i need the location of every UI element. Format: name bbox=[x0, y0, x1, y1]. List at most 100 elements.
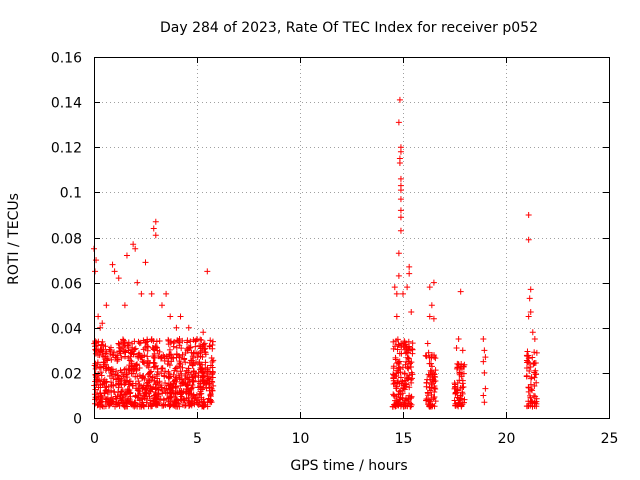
data-point bbox=[138, 290, 145, 297]
data-point bbox=[179, 364, 186, 371]
data-point bbox=[181, 397, 188, 404]
data-point bbox=[195, 401, 202, 408]
data-point bbox=[118, 397, 125, 404]
data-point bbox=[201, 346, 208, 353]
data-point bbox=[197, 345, 204, 352]
data-point bbox=[460, 370, 467, 377]
data-point bbox=[393, 290, 400, 297]
data-point bbox=[165, 398, 172, 405]
data-point bbox=[481, 399, 488, 406]
data-point bbox=[160, 397, 167, 404]
data-point bbox=[396, 388, 403, 395]
data-point bbox=[206, 384, 213, 391]
data-point bbox=[193, 392, 200, 399]
data-point bbox=[197, 388, 204, 395]
data-point bbox=[163, 290, 170, 297]
data-point bbox=[132, 392, 139, 399]
data-point bbox=[188, 397, 195, 404]
data-point bbox=[167, 351, 174, 358]
data-point bbox=[455, 362, 462, 369]
chart-title: Day 284 of 2023, Rate Of TEC Index for r… bbox=[160, 20, 538, 36]
data-point bbox=[203, 385, 210, 392]
data-point bbox=[174, 397, 181, 404]
data-point bbox=[402, 350, 409, 357]
data-point bbox=[116, 402, 123, 409]
data-point bbox=[101, 361, 108, 368]
data-point bbox=[129, 382, 136, 389]
y-tick-label: 0.1 bbox=[60, 186, 82, 202]
data-point bbox=[525, 352, 532, 359]
data-point bbox=[143, 362, 150, 369]
data-point bbox=[406, 263, 413, 270]
data-point bbox=[94, 349, 101, 356]
data-point bbox=[404, 284, 411, 291]
data-point bbox=[114, 372, 121, 379]
data-point bbox=[200, 329, 207, 336]
data-point bbox=[140, 382, 147, 389]
data-point bbox=[128, 363, 135, 370]
data-point bbox=[531, 369, 538, 376]
data-point bbox=[144, 353, 151, 360]
data-point bbox=[401, 339, 408, 346]
data-point bbox=[432, 385, 439, 392]
data-point bbox=[151, 354, 158, 361]
data-point bbox=[132, 345, 139, 352]
data-point bbox=[123, 252, 130, 259]
data-point bbox=[162, 401, 169, 408]
data-point bbox=[173, 344, 180, 351]
data-point bbox=[159, 402, 166, 409]
data-point bbox=[409, 371, 416, 378]
data-point bbox=[198, 366, 205, 373]
data-point bbox=[152, 389, 159, 396]
data-point bbox=[431, 393, 438, 400]
data-point bbox=[181, 402, 188, 409]
data-point bbox=[423, 383, 430, 390]
data-point bbox=[114, 352, 121, 359]
data-point bbox=[100, 359, 107, 366]
data-point bbox=[119, 387, 126, 394]
data-point bbox=[390, 365, 397, 372]
data-point bbox=[397, 374, 404, 381]
data-point bbox=[205, 368, 212, 375]
data-point bbox=[145, 371, 152, 378]
data-point bbox=[405, 355, 412, 362]
y-axis-label: ROTI / TECUs bbox=[6, 193, 22, 285]
y-tick-label: 0 bbox=[73, 412, 82, 428]
data-point bbox=[105, 365, 112, 372]
data-point bbox=[451, 380, 458, 387]
data-point bbox=[151, 400, 158, 407]
data-point bbox=[191, 349, 198, 356]
data-point bbox=[397, 227, 404, 234]
data-point bbox=[184, 339, 191, 346]
data-point bbox=[123, 365, 130, 372]
data-point bbox=[167, 313, 174, 320]
data-point bbox=[201, 377, 208, 384]
data-point bbox=[461, 361, 468, 368]
data-point bbox=[156, 337, 163, 344]
data-point bbox=[390, 377, 397, 384]
data-point bbox=[184, 381, 191, 388]
data-point bbox=[156, 399, 163, 406]
data-point bbox=[102, 353, 109, 360]
data-point bbox=[189, 374, 196, 381]
data-point bbox=[397, 214, 404, 221]
data-point bbox=[409, 340, 416, 347]
data-point bbox=[395, 341, 402, 348]
data-point bbox=[176, 336, 183, 343]
data-point bbox=[452, 390, 459, 397]
data-point bbox=[115, 340, 122, 347]
data-point bbox=[459, 380, 466, 387]
data-point bbox=[159, 388, 166, 395]
data-point bbox=[428, 360, 435, 367]
data-point bbox=[424, 376, 431, 383]
data-point bbox=[185, 376, 192, 383]
data-point bbox=[107, 400, 114, 407]
data-point bbox=[98, 341, 105, 348]
data-point bbox=[177, 389, 184, 396]
data-point bbox=[531, 383, 538, 390]
data-point bbox=[206, 343, 213, 350]
data-point bbox=[97, 390, 104, 397]
data-point bbox=[122, 348, 129, 355]
data-point bbox=[96, 377, 103, 384]
data-point bbox=[396, 380, 403, 387]
